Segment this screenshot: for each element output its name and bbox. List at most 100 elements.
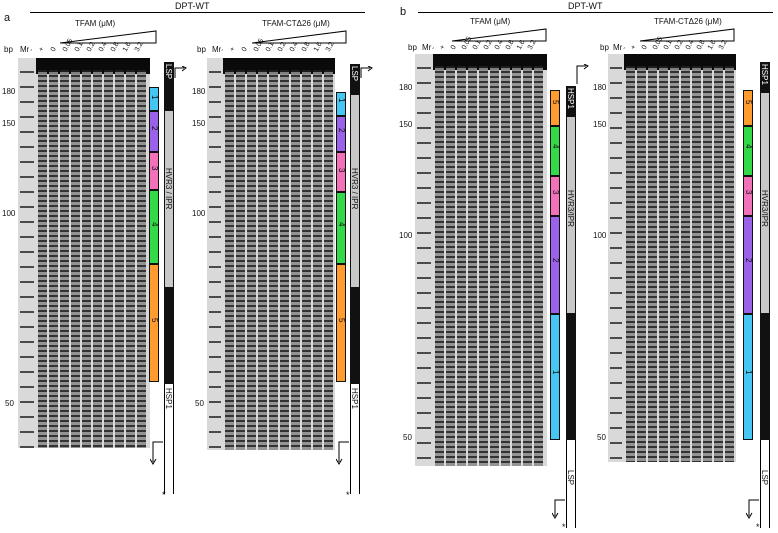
panel-a-left-wedge xyxy=(60,30,157,44)
region-bottom-label: HSP1 xyxy=(164,388,173,409)
marker-150: 150 xyxy=(192,119,206,128)
segment-label: 1 xyxy=(337,98,346,103)
segment-label: 5 xyxy=(744,100,753,105)
lane-label: 0 xyxy=(49,46,58,53)
marker-50: 50 xyxy=(597,433,606,442)
panel-a-right-bp-label: bp xyxy=(197,45,206,54)
region-mid-bar xyxy=(566,116,576,314)
marker-180: 180 xyxy=(593,83,607,92)
panel-a-header: DPT-WT xyxy=(175,1,210,11)
strand-line xyxy=(164,384,165,494)
arrow-down-icon xyxy=(336,441,349,465)
region-mid-label: HVR3/IPR xyxy=(566,190,575,227)
segment-1 xyxy=(336,92,346,116)
segment-1 xyxy=(550,314,560,440)
region-top-label: HSP1 xyxy=(566,88,575,109)
region-bottom-label: HSP1 xyxy=(350,388,359,409)
segment-2 xyxy=(550,216,560,314)
strand-line xyxy=(350,384,351,494)
marker-150: 150 xyxy=(2,119,16,128)
strand-line xyxy=(359,384,360,494)
arrow-down-icon xyxy=(552,499,565,519)
segment-label: 3 xyxy=(150,166,159,171)
region-mid-label: HVR3/IPR xyxy=(760,190,769,227)
lane-label: 0 xyxy=(240,46,249,53)
panel-a-left-lane-labels: - + 0 0.05 0.1 0.2 0.4 0.8 1.6 3.2 xyxy=(28,38,164,58)
panel-a-right-wedge xyxy=(252,30,347,44)
region-top-label: LSP xyxy=(164,64,173,80)
region-top-bar xyxy=(164,62,174,110)
arrow-down-icon xyxy=(150,441,163,465)
lane-label: + xyxy=(629,44,638,51)
segment-5 xyxy=(149,264,159,382)
marker-100: 100 xyxy=(593,231,607,240)
region-mid-label: HVR3 / IPR xyxy=(350,168,359,210)
panel-b-left-wedge xyxy=(452,28,547,42)
panel-b-bp-label: bp xyxy=(408,43,417,52)
segment-4 xyxy=(743,126,753,176)
star-mark: * xyxy=(562,522,566,532)
strand-line xyxy=(760,440,761,528)
segment-label: 2 xyxy=(337,128,346,133)
panel-a-bp-label: bp xyxy=(4,45,13,54)
marker-50: 50 xyxy=(403,433,412,442)
segment-1 xyxy=(743,314,753,440)
region-top-label: LSP xyxy=(350,66,359,82)
star-mark: * xyxy=(756,522,760,532)
panel-b-right-title: TFAM-CTΔ26 (μM) xyxy=(654,17,722,26)
segment-label: 3 xyxy=(337,168,346,173)
segment-2 xyxy=(336,116,346,152)
marker-50: 50 xyxy=(195,399,204,408)
panel-b-mr-label: Mr xyxy=(422,43,432,52)
arrow-right-icon xyxy=(174,66,187,78)
strand-line xyxy=(575,440,576,528)
region-lower-bar xyxy=(350,288,360,384)
segment-3 xyxy=(336,152,346,192)
panel-b-header-line xyxy=(418,12,773,13)
region-top-bar xyxy=(350,64,360,94)
lane-label: + xyxy=(37,46,46,53)
segment-5 xyxy=(336,264,346,382)
marker-100: 100 xyxy=(192,209,206,218)
segment-label: 5 xyxy=(551,100,560,105)
panel-a-letter: a xyxy=(4,12,11,24)
segment-label: 4 xyxy=(337,222,346,227)
panel-b-right-bp-label: bp xyxy=(600,43,609,52)
lane-label: + xyxy=(228,46,237,53)
region-top-bar xyxy=(760,62,770,92)
segment-3 xyxy=(149,152,159,190)
marker-180: 180 xyxy=(192,87,206,96)
segment-label: 2 xyxy=(744,258,753,263)
marker-150: 150 xyxy=(593,120,607,129)
panel-a-mr-label: Mr xyxy=(20,45,30,54)
panel-b-right-wedge xyxy=(640,28,735,42)
segment-1 xyxy=(149,87,159,111)
lane-label: 0 xyxy=(640,44,649,51)
marker-180: 180 xyxy=(399,83,413,92)
panel-b-right-gel xyxy=(608,54,736,462)
region-mid-bar xyxy=(164,110,174,288)
segment-label: 5 xyxy=(337,318,346,323)
panel-b-left-title: TFAM (μM) xyxy=(470,17,511,26)
marker-100: 100 xyxy=(399,231,413,240)
panel-a-right-lane-labels: - + 0 0.05 0.1 0.2 0.4 0.8 1.6 3.2 xyxy=(219,38,355,58)
arrow-right-icon xyxy=(360,66,373,78)
segment-label: 4 xyxy=(744,144,753,149)
segment-2 xyxy=(743,216,753,314)
segment-label: 1 xyxy=(150,95,159,100)
segment-label: 5 xyxy=(150,318,159,323)
segment-label: 2 xyxy=(150,126,159,131)
panel-a-right-title: TFAM-CTΔ26 (μM) xyxy=(262,19,330,28)
region-bottom-label: LSP xyxy=(760,470,769,486)
segment-label: 2 xyxy=(551,258,560,263)
segment-label: 3 xyxy=(551,190,560,195)
segment-label: 1 xyxy=(744,370,753,375)
strand-line xyxy=(173,384,174,494)
region-mid-bar xyxy=(760,92,770,314)
panel-a-header-line xyxy=(30,12,365,13)
panel-a-right-gel xyxy=(207,58,335,450)
strand-line xyxy=(769,440,770,528)
marker-100: 100 xyxy=(2,209,16,218)
strand-line xyxy=(566,440,567,528)
panel-b-header: DPT-WT xyxy=(568,1,603,11)
